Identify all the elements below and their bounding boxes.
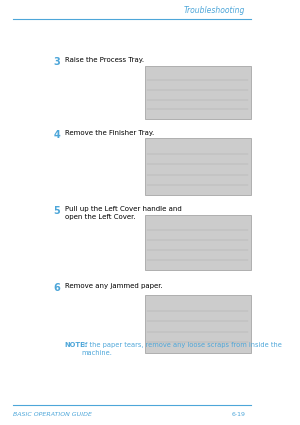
Text: Raise the Process Tray.: Raise the Process Tray. [64,57,144,63]
Text: NOTE:: NOTE: [64,342,88,348]
FancyBboxPatch shape [145,66,250,119]
Text: 4: 4 [53,130,60,140]
Text: Remove the Finisher Tray.: Remove the Finisher Tray. [64,130,154,136]
FancyBboxPatch shape [145,295,250,353]
Text: 3: 3 [53,57,60,68]
Text: BASIC OPERATION GUIDE: BASIC OPERATION GUIDE [13,412,92,417]
Text: If the paper tears, remove any loose scraps from inside the
machine.: If the paper tears, remove any loose scr… [81,342,282,356]
Text: Troubleshooting: Troubleshooting [184,6,245,15]
Text: Remove any jammed paper.: Remove any jammed paper. [64,283,162,289]
FancyBboxPatch shape [145,138,250,196]
Text: 6-19: 6-19 [232,412,245,417]
Text: 5: 5 [53,206,60,216]
Text: Pull up the Left Cover handle and
open the Left Cover.: Pull up the Left Cover handle and open t… [64,206,181,220]
Text: 6: 6 [53,283,60,293]
FancyBboxPatch shape [145,215,250,270]
